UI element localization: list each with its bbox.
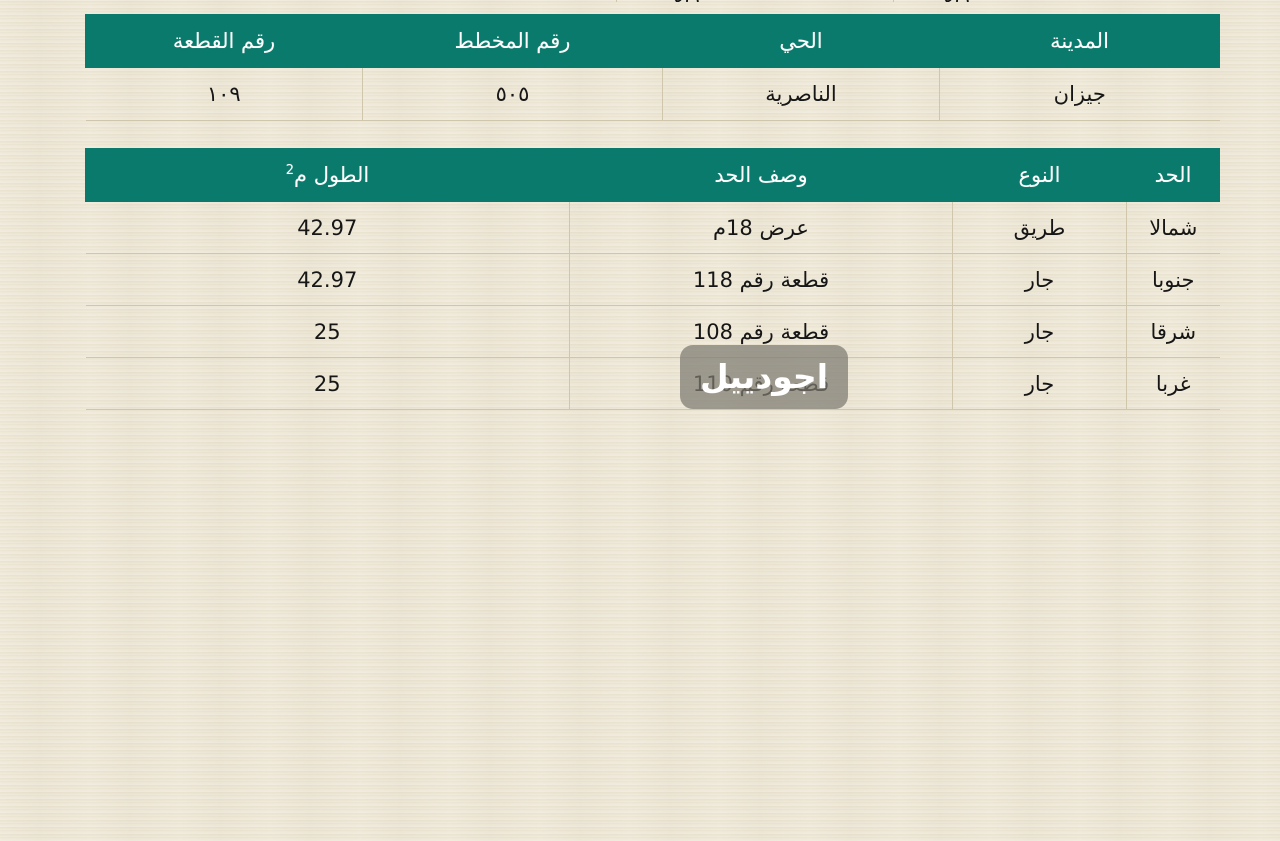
header-plan-number: رقم المخطط [362,14,663,68]
cell-boundary-length: 25 [85,357,570,410]
cell-boundary-side: شمالا [1126,201,1220,254]
clipped-row-divider [893,0,894,2]
header-boundary-length-text: الطول م [294,163,370,187]
cell-boundary-description: عرض 18م [569,201,953,254]
table-row: شرقا جار قطعة رقم 108 25 [85,305,1220,358]
header-boundary-length: الطول م2 [85,148,570,202]
cell-boundary-description: قطعة رقم 118 [569,253,953,306]
clipped-top-row: ربع ربع [86,0,1220,2]
cell-boundary-description: قطعة رقم 110 [569,357,953,410]
header-city: المدينة [939,14,1220,68]
header-boundary-side: الحد [1126,148,1220,202]
clipped-row-cell-left: ربع [673,0,700,2]
cell-plan-number: ٥٠٥ [362,67,663,121]
cell-district: الناصرية [662,67,940,121]
header-parcel-number: رقم القطعة [85,14,363,68]
location-table: المدينة الحي رقم المخطط رقم القطعة جيزان… [85,14,1220,121]
table-row: شمالا طريق عرض 18م 42.97 [85,201,1220,254]
header-boundary-type: النوع [952,148,1127,202]
cell-boundary-length: 42.97 [85,253,570,306]
cell-boundary-type: طريق [952,201,1127,254]
boundaries-table: الحد النوع وصف الحد الطول م2 شمالا طريق … [85,148,1220,410]
cell-boundary-side: جنوبا [1126,253,1220,306]
cell-boundary-description: قطعة رقم 108 [569,305,953,358]
table-row: جنوبا جار قطعة رقم 118 42.97 [85,253,1220,306]
cell-boundary-length: 42.97 [85,201,570,254]
cell-boundary-side: شرقا [1126,305,1220,358]
table-row: جيزان الناصرية ٥٠٥ ١٠٩ [85,67,1220,121]
header-boundary-description: وصف الحد [569,148,953,202]
location-table-header-row: المدينة الحي رقم المخطط رقم القطعة [85,14,1220,68]
table-row: غربا جار قطعة رقم 110 25 [85,357,1220,410]
cell-boundary-type: جار [952,305,1127,358]
cell-boundary-type: جار [952,253,1127,306]
boundaries-table-header-row: الحد النوع وصف الحد الطول م2 [85,148,1220,202]
cell-boundary-type: جار [952,357,1127,410]
cell-parcel-number: ١٠٩ [85,67,363,121]
cell-boundary-length: 25 [85,305,570,358]
header-length-superscript: 2 [285,163,295,178]
clipped-row-cell-right: ربع [943,0,970,2]
header-district: الحي [662,14,940,68]
cell-city: جيزان [939,67,1220,121]
clipped-row-divider [616,0,617,2]
cell-boundary-side: غربا [1126,357,1220,410]
